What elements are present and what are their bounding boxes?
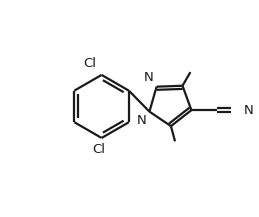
Text: N: N (144, 71, 153, 84)
Text: Cl: Cl (83, 57, 96, 70)
Text: N: N (243, 104, 253, 117)
Text: Cl: Cl (93, 143, 106, 156)
Text: N: N (136, 114, 146, 127)
